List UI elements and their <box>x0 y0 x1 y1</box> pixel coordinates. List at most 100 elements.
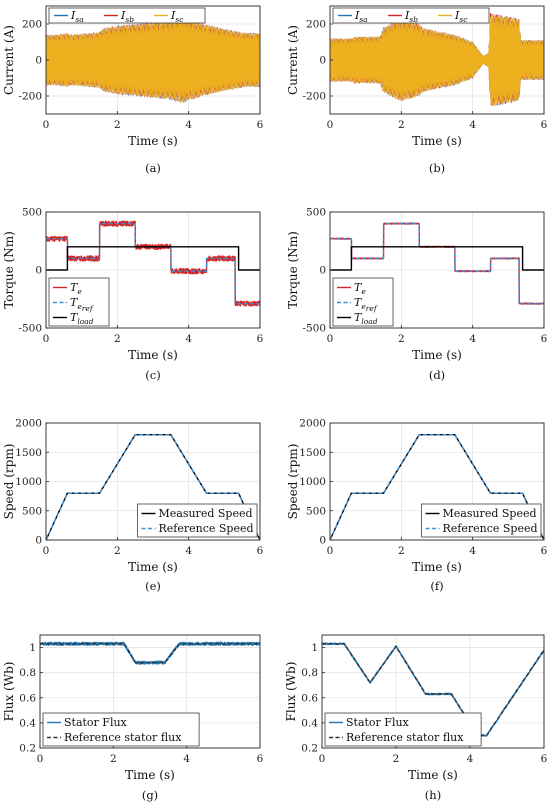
x-tick-label: 2 <box>114 545 121 557</box>
y-tick-label: 1 <box>29 642 36 654</box>
panel-h: 0 2 4 6 0.2 0.4 0.6 0.8 1 Time (s) Flux (Wb) (h) Sta… <box>284 634 548 802</box>
legend-label: Stator Flux <box>64 716 128 729</box>
x-tick-label: 6 <box>257 119 264 131</box>
y-axis-label: Torque (Nm) <box>2 231 16 309</box>
y-tick-label: 0 <box>35 535 42 547</box>
plot-series <box>46 220 260 307</box>
x-tick-label: 0 <box>43 545 50 557</box>
y-tick-label: 0 <box>35 55 42 67</box>
panel-b: 0 2 4 6 -200 0 200 Time (s) Current (A) (b) Isa Isb… <box>286 5 548 175</box>
panel-caption: (h) <box>425 788 441 802</box>
plot-series <box>46 434 260 540</box>
y-tick-label: 0.8 <box>19 667 36 679</box>
x-tick-label: 6 <box>257 333 264 345</box>
x-tick-label: 2 <box>110 753 117 765</box>
legend: Isa Isb Isc <box>332 7 490 24</box>
y-tick-label: 0 <box>35 265 42 277</box>
y-axis-label: Flux (Wb) <box>2 662 16 722</box>
x-tick-label: 0 <box>327 119 334 131</box>
panel-a: 0 2 4 6 -200 0 200 Time (s) Current (A) (a) Isa Isb… <box>2 5 264 175</box>
series-line-reference-speed <box>46 434 260 540</box>
x-tick-label: 4 <box>467 753 474 765</box>
y-axis-label: Current (A) <box>2 25 16 95</box>
y-tick-label: 0 <box>319 55 326 67</box>
x-axis-label: Time (s) <box>128 348 178 362</box>
y-axis-label: Current (A) <box>286 25 300 95</box>
plot-series <box>330 434 544 540</box>
legend-box <box>324 712 482 747</box>
legend-label: Isb <box>120 9 134 24</box>
y-axis-label: Torque (Nm) <box>286 231 300 309</box>
legend-label: Teref <box>70 296 94 313</box>
legend-label: Teref <box>354 296 378 313</box>
x-tick-label: 4 <box>185 545 192 557</box>
x-tick-label: 2 <box>398 119 405 131</box>
legend-box <box>137 503 258 538</box>
y-axis-label: Speed (rpm) <box>286 444 300 520</box>
panel-f: 0 2 4 6 0 500 1000 1500 2000 Time (s) Speed (rpm) (… <box>286 418 548 594</box>
x-tick-label: 6 <box>541 545 548 557</box>
y-tick-label: 0 <box>319 535 326 547</box>
y-tick-label: 1500 <box>299 447 326 459</box>
panel-caption: (g) <box>142 788 158 802</box>
x-tick-label: 2 <box>114 333 121 345</box>
panel-caption: (a) <box>145 161 161 175</box>
x-tick-label: 4 <box>185 119 192 131</box>
legend: Stator Flux Reference stator flux <box>324 712 482 747</box>
legend-box <box>42 712 200 747</box>
x-tick-label: 4 <box>183 753 190 765</box>
x-tick-label: 0 <box>37 753 44 765</box>
legend-label: Tload <box>70 311 94 326</box>
legend: Measured Speed Reference Speed <box>137 503 258 538</box>
y-tick-label: 500 <box>306 207 326 219</box>
legend-label: Isa <box>70 9 84 24</box>
x-tick-label: 6 <box>257 753 264 765</box>
y-tick-label: 0.2 <box>301 743 318 755</box>
y-tick-label: 0.6 <box>301 692 318 704</box>
x-axis-label: Time (s) <box>128 560 178 574</box>
panel-caption: (e) <box>145 579 161 593</box>
x-axis-label: Time (s) <box>412 134 462 148</box>
x-axis-label: Time (s) <box>125 768 175 782</box>
legend: Isa Isb Isc <box>48 7 206 24</box>
legend-label: Te <box>70 281 82 296</box>
y-tick-label: 0.8 <box>301 667 318 679</box>
x-axis-label: Time (s) <box>412 348 462 362</box>
y-tick-label: 500 <box>306 505 326 517</box>
panel-caption: (d) <box>429 368 445 382</box>
y-tick-label: 500 <box>22 207 42 219</box>
legend-label: Tload <box>354 311 378 326</box>
y-tick-label: 0.4 <box>301 717 318 729</box>
legend-box <box>48 7 206 24</box>
plot-series <box>322 642 544 737</box>
x-tick-label: 6 <box>541 753 548 765</box>
x-axis-label: Time (s) <box>128 134 178 148</box>
y-tick-label: -200 <box>302 91 326 103</box>
legend-label: Isa <box>354 9 368 24</box>
legend: Measured Speed Reference Speed <box>421 503 542 538</box>
y-tick-label: 0.4 <box>19 717 36 729</box>
y-tick-label: 1500 <box>15 447 42 459</box>
y-tick-label: 200 <box>306 19 326 31</box>
x-tick-label: 0 <box>43 119 50 131</box>
y-tick-label: 0.2 <box>19 743 36 755</box>
x-tick-label: 0 <box>319 753 326 765</box>
y-tick-label: -500 <box>302 323 326 335</box>
x-tick-label: 4 <box>469 119 476 131</box>
legend-label: Isc <box>454 9 468 24</box>
legend-label: Stator Flux <box>346 716 410 729</box>
y-tick-label: 200 <box>22 19 42 31</box>
legend-label: Isc <box>170 9 184 24</box>
x-tick-label: 0 <box>43 333 50 345</box>
x-tick-label: 2 <box>393 753 400 765</box>
y-tick-label: -200 <box>18 91 42 103</box>
x-tick-label: 4 <box>185 333 192 345</box>
y-axis-label: Flux (Wb) <box>284 662 298 722</box>
panel-caption: (f) <box>430 579 443 593</box>
series-line-load <box>330 246 544 271</box>
y-tick-label: 2000 <box>299 418 326 430</box>
series-line-load <box>46 246 260 271</box>
